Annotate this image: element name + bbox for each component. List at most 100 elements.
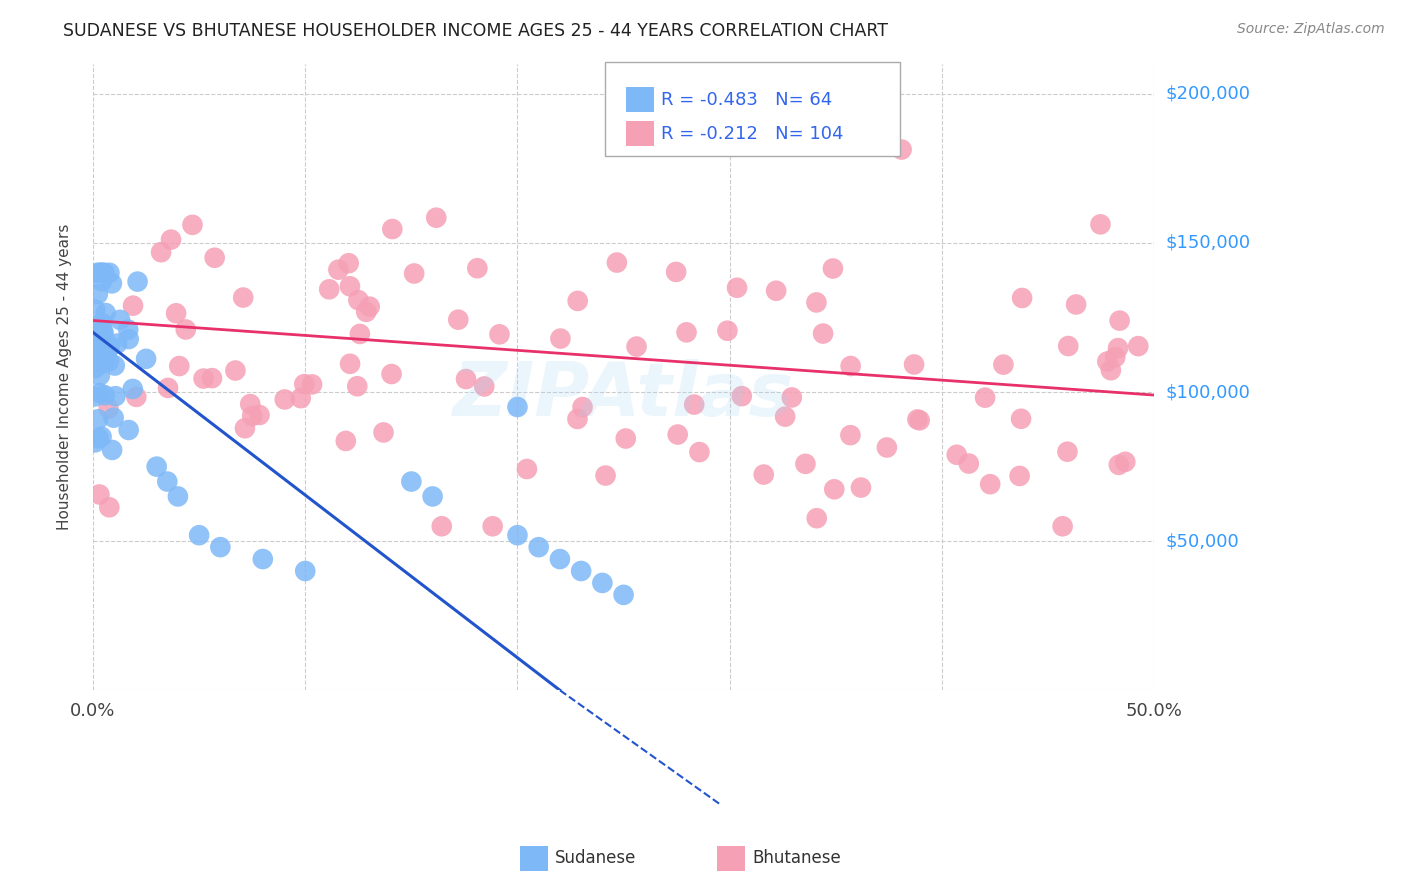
Point — [94, 388, 117, 402]
Point — [117, 423, 139, 437]
Point — [354, 305, 377, 319]
Point — [167, 490, 190, 504]
Point — [1114, 455, 1136, 469]
Point — [1010, 411, 1032, 425]
Point — [806, 295, 828, 310]
Point — [467, 261, 489, 276]
Point — [318, 282, 340, 296]
Point — [93, 325, 115, 339]
Point — [84, 302, 107, 317]
Point — [86, 328, 108, 343]
Point — [94, 306, 117, 320]
Point — [101, 277, 124, 291]
Point — [165, 306, 187, 320]
Point — [104, 389, 127, 403]
Point — [606, 255, 628, 269]
Point — [233, 421, 256, 435]
Point — [454, 372, 477, 386]
Point — [506, 400, 529, 414]
Point — [665, 265, 688, 279]
Point — [974, 391, 997, 405]
Point — [591, 576, 613, 591]
Point — [516, 462, 538, 476]
Point — [108, 313, 131, 327]
Point — [145, 459, 167, 474]
Point — [567, 293, 589, 308]
Point — [381, 222, 404, 236]
Point — [725, 281, 748, 295]
Point — [666, 427, 689, 442]
Point — [105, 336, 128, 351]
Point — [1099, 363, 1122, 377]
Point — [811, 326, 834, 341]
Point — [121, 382, 143, 396]
Point — [1090, 218, 1112, 232]
Point — [86, 355, 108, 369]
Point — [89, 344, 111, 359]
Point — [90, 266, 112, 280]
Point — [447, 312, 470, 326]
Point — [1128, 339, 1150, 353]
Text: R = -0.483   N= 64: R = -0.483 N= 64 — [661, 91, 832, 109]
Point — [204, 251, 226, 265]
Point — [91, 351, 114, 365]
Point — [346, 379, 368, 393]
Point — [683, 398, 706, 412]
Point — [347, 293, 370, 308]
Point — [294, 564, 316, 578]
Point — [1108, 458, 1130, 472]
Point — [773, 409, 796, 424]
Point — [90, 430, 112, 444]
Point — [91, 354, 114, 368]
Point — [232, 291, 254, 305]
Point — [339, 357, 361, 371]
Point — [780, 391, 803, 405]
Point — [104, 359, 127, 373]
Text: Source: ZipAtlas.com: Source: ZipAtlas.com — [1237, 22, 1385, 37]
Point — [1052, 519, 1074, 533]
Point — [98, 500, 121, 515]
Point — [821, 261, 844, 276]
Point — [290, 391, 312, 405]
Point — [93, 266, 115, 280]
Point — [488, 327, 510, 342]
Point — [252, 552, 274, 566]
Point — [292, 377, 315, 392]
Text: ZIPAtlas: ZIPAtlas — [453, 359, 794, 433]
Point — [890, 143, 912, 157]
Point — [839, 428, 862, 442]
Point — [569, 564, 592, 578]
Point — [84, 350, 107, 364]
Point — [89, 487, 111, 501]
Point — [425, 211, 447, 225]
Point — [91, 353, 114, 368]
Point — [122, 299, 145, 313]
Text: SUDANESE VS BHUTANESE HOUSEHOLDER INCOME AGES 25 - 44 YEARS CORRELATION CHART: SUDANESE VS BHUTANESE HOUSEHOLDER INCOME… — [63, 22, 889, 40]
Point — [752, 467, 775, 482]
Point — [905, 412, 928, 426]
Point — [201, 371, 224, 385]
Point — [84, 389, 107, 403]
Point — [86, 339, 108, 353]
Point — [548, 552, 571, 566]
Point — [328, 262, 350, 277]
Point — [401, 475, 423, 489]
Point — [849, 481, 872, 495]
Point — [481, 519, 503, 533]
Point — [1064, 297, 1087, 311]
Point — [1008, 469, 1031, 483]
Point — [794, 457, 817, 471]
Point — [359, 300, 381, 314]
Y-axis label: Householder Income Ages 25 - 44 years: Householder Income Ages 25 - 44 years — [58, 224, 72, 531]
Point — [527, 540, 550, 554]
Point — [101, 442, 124, 457]
Point — [1108, 313, 1130, 327]
Point — [339, 279, 361, 293]
Point — [125, 390, 148, 404]
Point — [89, 368, 111, 383]
Point — [301, 377, 323, 392]
Point — [823, 483, 845, 497]
Text: Sudanese: Sudanese — [555, 849, 637, 867]
Point — [908, 413, 931, 427]
Point — [239, 397, 262, 411]
